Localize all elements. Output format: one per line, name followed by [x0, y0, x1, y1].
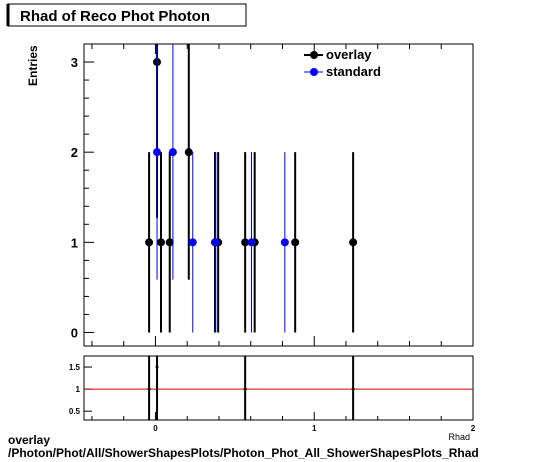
data-point [291, 238, 300, 247]
y-tick-label: 0 [71, 325, 78, 340]
chart-title-box: Rhad of Reco Phot Photon [6, 3, 247, 27]
data-point [241, 238, 250, 247]
data-point [184, 148, 193, 157]
ratio-y-tick-label: 1 [76, 385, 81, 394]
data-point [165, 238, 174, 247]
ratio-point [155, 365, 159, 369]
y-tick-label: 2 [71, 145, 78, 160]
footer-line-2: /Photon/Phot/All/ShowerShapesPlots/Photo… [8, 446, 479, 460]
ratio-point [147, 387, 151, 391]
x-axis-label: Rhad [448, 432, 470, 442]
data-point [157, 238, 166, 247]
y-tick-label: 1 [71, 235, 78, 250]
legend-standard-marker [310, 68, 318, 76]
legend-overlay-marker [310, 51, 318, 59]
data-point [145, 238, 154, 247]
legend-overlay-label: overlay [326, 47, 372, 62]
ratio-point [243, 387, 247, 391]
ratio-x-tick-label: 1 [312, 424, 317, 433]
main-plot-frame [83, 43, 474, 347]
main-axis-ticks: 0 1 2 3 [71, 44, 474, 346]
ratio-x-tick-label: 0 [153, 424, 158, 433]
data-point [153, 148, 162, 157]
data-point [188, 238, 197, 247]
ratio-y-tick-label: 0.5 [69, 407, 81, 416]
ratio-x-tick-label: 2 [471, 424, 476, 433]
data-point [168, 148, 177, 157]
data-point [247, 238, 256, 247]
ratio-point [351, 387, 355, 391]
ratio-axis-ticks: 0.5 1 1.5 0 1 2 [69, 363, 476, 433]
y-axis-label: Entries [26, 45, 40, 86]
main-plot-marks [145, 44, 358, 333]
ratio-y-tick-label: 1.5 [69, 363, 81, 372]
legend-standard-label: standard [326, 64, 381, 79]
ratio-plot-marks [84, 356, 473, 420]
data-point [280, 238, 289, 247]
y-tick-label: 3 [71, 55, 78, 70]
chart-title: Rhad of Reco Phot Photon [20, 8, 210, 25]
ratio-plot-frame [83, 355, 474, 421]
series-standard [153, 44, 289, 333]
legend: overlay standard [304, 47, 381, 79]
footer-line-1: overlay [8, 433, 51, 447]
data-point [211, 238, 220, 247]
data-point [349, 238, 358, 247]
